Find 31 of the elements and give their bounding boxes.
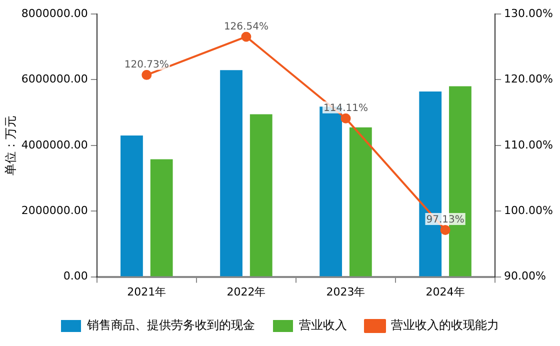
data-label: 120.73% bbox=[124, 60, 169, 70]
bar bbox=[120, 136, 143, 276]
y-tick-label: 2000000.00 bbox=[21, 204, 88, 217]
y2-tick-label: 120.00% bbox=[504, 72, 554, 86]
bar bbox=[150, 159, 173, 276]
point bbox=[340, 113, 351, 124]
y-tick-label: 6000000.00 bbox=[21, 72, 88, 86]
y2-tick-label: 130.00% bbox=[504, 6, 554, 20]
x-tick-label: 2024年 bbox=[426, 285, 465, 298]
data-label: 97.13% bbox=[426, 214, 464, 226]
point bbox=[440, 224, 450, 235]
point bbox=[241, 32, 252, 42]
x-tick-label: 2023年 bbox=[326, 285, 366, 298]
point bbox=[142, 70, 152, 80]
y2-tick-label: 110.00% bbox=[504, 138, 554, 152]
data-label: 114.11% bbox=[323, 102, 368, 114]
x-tick-label: 2022年 bbox=[226, 285, 266, 298]
bar bbox=[250, 114, 272, 276]
y-axis-title: 单位：万元 bbox=[3, 115, 18, 176]
legend-label: 销售商品、提供劳务收到的现金 bbox=[86, 318, 255, 332]
y-tick-label: 0.00 bbox=[63, 270, 88, 283]
y2-tick-label: 90.00% bbox=[504, 270, 546, 283]
bar bbox=[349, 127, 372, 276]
legend-label: 营业收入 bbox=[299, 318, 347, 332]
legend-label: 营业收入的收现能力 bbox=[391, 318, 499, 332]
y2-tick-label: 100.00% bbox=[504, 204, 554, 217]
x-tick-label: 2021年 bbox=[127, 285, 166, 298]
bar bbox=[220, 70, 242, 276]
y-tick-label: 8000000.00 bbox=[21, 6, 88, 20]
y-tick-label: 4000000.00 bbox=[21, 138, 88, 152]
data-label: 126.54% bbox=[224, 21, 268, 32]
